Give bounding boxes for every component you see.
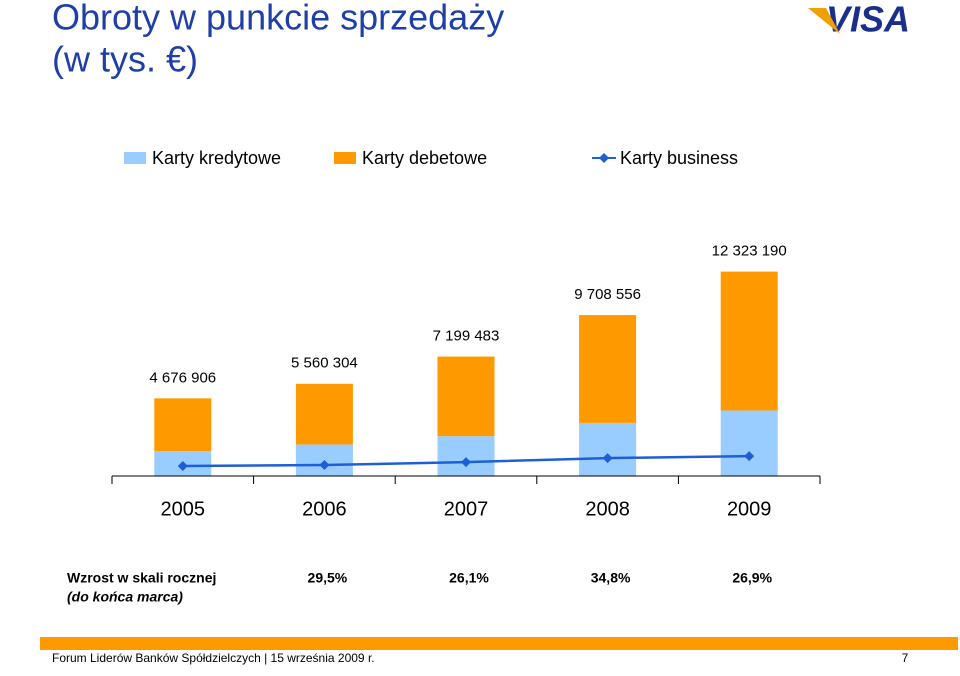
growth-note: (do końca marca) xyxy=(67,589,183,605)
legend-marker xyxy=(599,153,609,163)
footer-text: Forum Liderów Banków Spółdzielczych | 15… xyxy=(52,651,375,665)
legend-label: Karty business xyxy=(620,148,738,168)
growth-value: 26,1% xyxy=(449,570,489,586)
x-tick-label: 2007 xyxy=(444,498,489,520)
title: Obroty w punkcie sprzedaży xyxy=(52,0,504,38)
bar-segment xyxy=(720,410,778,476)
legend-swatch xyxy=(124,152,146,164)
total-label: 4 676 906 xyxy=(149,369,216,386)
logo: VISA xyxy=(826,0,910,40)
x-tick-label: 2009 xyxy=(727,498,772,520)
bar-segment xyxy=(437,436,495,476)
bar-segment xyxy=(437,356,495,437)
line-marker xyxy=(319,460,330,471)
bar-segment xyxy=(154,398,212,452)
growth-label: Wzrost w skali rocznej xyxy=(67,570,216,586)
line-marker xyxy=(177,461,188,472)
total-label: 7 199 483 xyxy=(433,328,500,345)
page-number: 7 xyxy=(902,651,909,665)
line-marker xyxy=(744,451,755,462)
bar-segment xyxy=(579,422,637,476)
legend-label: Karty kredytowe xyxy=(152,148,281,168)
legend-swatch xyxy=(334,152,356,164)
title: (w tys. €) xyxy=(52,39,198,80)
x-tick-label: 2006 xyxy=(302,498,347,520)
total-label: 9 708 556 xyxy=(574,286,641,303)
x-tick-label: 2008 xyxy=(585,498,630,520)
growth-value: 34,8% xyxy=(591,570,631,586)
growth-value: 29,5% xyxy=(308,570,348,586)
logo-swoosh xyxy=(808,8,840,34)
legend-label: Karty debetowe xyxy=(362,148,487,168)
total-label: 12 323 190 xyxy=(712,243,787,260)
bar-segment xyxy=(295,383,353,445)
growth-value: 26,9% xyxy=(732,570,772,586)
x-tick-label: 2005 xyxy=(161,498,206,520)
total-label: 5 560 304 xyxy=(291,355,358,372)
line-marker xyxy=(602,453,613,464)
bar-segment xyxy=(579,315,637,423)
bar-segment xyxy=(720,271,778,411)
line-marker xyxy=(461,457,471,468)
footer-band xyxy=(40,637,958,650)
